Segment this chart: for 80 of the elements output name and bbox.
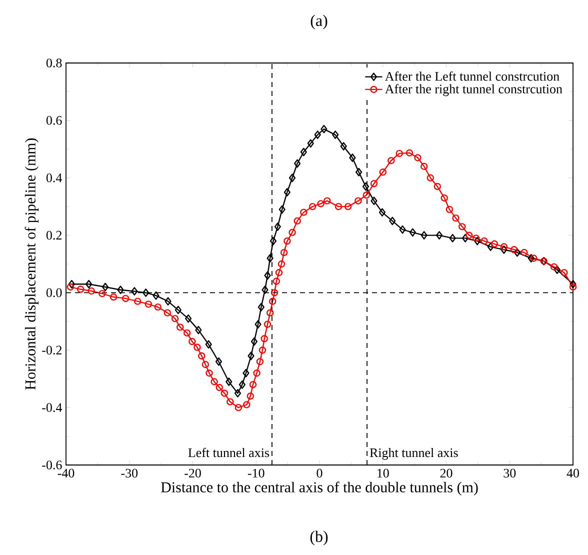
point [500, 245, 508, 254]
point [487, 242, 494, 251]
point [242, 368, 250, 378]
x-tick-label: 40 [566, 468, 580, 478]
y-tick-label: 0.0 [46, 288, 62, 298]
point [349, 154, 356, 162]
point [474, 236, 481, 246]
point [320, 124, 328, 134]
x-axis-title: Distance to the central axis of the double tunnels (m) [161, 482, 478, 496]
point [117, 286, 124, 294]
point [264, 271, 271, 280]
x-tick-label: -20 [184, 468, 201, 478]
point [215, 357, 222, 366]
point [436, 231, 443, 240]
point [195, 326, 202, 334]
point [332, 130, 339, 139]
point [234, 389, 242, 398]
text: (b) [310, 530, 328, 546]
point [284, 188, 290, 196]
x-tick-label: -30 [121, 468, 138, 478]
point [340, 142, 347, 150]
point [294, 159, 301, 168]
point [174, 306, 182, 314]
point [238, 380, 246, 389]
point [185, 314, 192, 323]
point [462, 234, 469, 242]
x-tick-label: 20 [440, 468, 452, 478]
point [362, 182, 370, 191]
point [399, 225, 406, 234]
point [570, 280, 576, 288]
ref-line-label: Left tunnel axis [188, 448, 270, 458]
point [274, 222, 281, 231]
point [250, 337, 258, 346]
x-tick-label: -10 [248, 468, 264, 478]
y-axis-title: Horizontal displacement of pipeline (mm) [24, 138, 39, 390]
point [528, 254, 534, 262]
point [370, 196, 378, 206]
point [258, 302, 264, 312]
y-tick-label: -0.4 [42, 403, 62, 412]
point [266, 254, 274, 262]
point [205, 340, 212, 349]
y-tick-label: -0.6 [42, 460, 62, 470]
point [278, 205, 286, 214]
point [131, 287, 138, 296]
point [307, 139, 314, 148]
point [449, 234, 456, 242]
point [514, 248, 521, 257]
x-tick-label: -40 [58, 468, 74, 478]
point [102, 282, 109, 292]
ref-line-label: Right tunnel axis [370, 448, 458, 460]
y-tick-label: 0.6 [46, 116, 62, 125]
point [254, 320, 262, 329]
point [86, 280, 92, 288]
x-tick-label: 0 [316, 468, 322, 478]
point [262, 286, 268, 294]
y-tick-label: 0.4 [46, 173, 62, 182]
point [378, 208, 386, 217]
point [142, 288, 150, 297]
point [300, 148, 307, 156]
point [288, 174, 296, 182]
point [355, 168, 362, 176]
point [248, 352, 254, 360]
legend-label: After the Left tunnel constrcution [384, 71, 560, 81]
y-tick-label: -0.2 [42, 346, 62, 355]
x-tick-label: 30 [504, 468, 516, 478]
legend-label: After the right tunnel constrcution [384, 84, 562, 96]
point [420, 231, 428, 240]
point [164, 297, 172, 306]
point [409, 228, 416, 237]
point [554, 266, 560, 274]
point [314, 130, 321, 139]
y-tick-label: 0.8 [46, 58, 62, 68]
point [152, 291, 160, 300]
point [389, 216, 396, 226]
chart-title: (a) [310, 14, 328, 30]
y-tick-label: 0.2 [46, 230, 62, 240]
x-tick-label: 10 [378, 468, 389, 478]
point [270, 236, 277, 246]
point [68, 280, 76, 288]
point [226, 378, 232, 386]
